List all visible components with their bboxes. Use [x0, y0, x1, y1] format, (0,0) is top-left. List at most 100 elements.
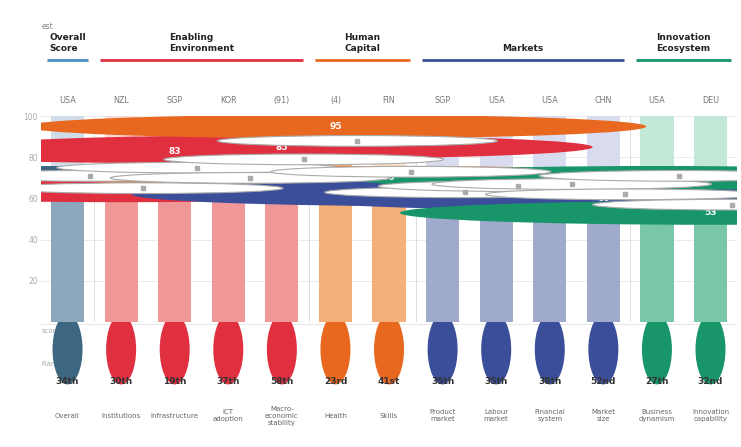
Text: 38th: 38th [538, 377, 562, 386]
Bar [319, 127, 352, 322]
Text: 35th: 35th [485, 377, 508, 386]
Text: 32nd: 32nd [698, 377, 723, 386]
Text: 62: 62 [436, 190, 449, 199]
Circle shape [24, 114, 646, 139]
Bar [373, 178, 405, 322]
Circle shape [185, 176, 741, 200]
Bar [51, 178, 84, 322]
Bar [694, 116, 727, 322]
Text: 70: 70 [383, 173, 395, 182]
Text: Market
size: Market size [591, 409, 615, 422]
Bar [212, 116, 245, 322]
Bar [212, 184, 245, 322]
Text: SGP: SGP [434, 96, 451, 105]
Text: 68: 68 [543, 177, 556, 186]
Text: Innovation
capability: Innovation capability [692, 409, 729, 422]
Text: 65: 65 [490, 184, 502, 193]
Text: Product
market: Product market [429, 409, 456, 422]
Bar [104, 190, 138, 322]
Circle shape [642, 314, 672, 384]
Text: 70: 70 [62, 173, 74, 182]
Text: 27th: 27th [645, 377, 668, 386]
Text: DEU: DEU [702, 96, 719, 105]
Circle shape [399, 201, 741, 225]
Text: score: score [41, 328, 61, 333]
Text: (4): (4) [330, 96, 341, 105]
Text: USA: USA [542, 96, 558, 105]
Text: 52nd: 52nd [591, 377, 616, 386]
Text: Infrastructure: Infrastructure [150, 413, 199, 419]
Text: CHN: CHN [595, 96, 612, 105]
Circle shape [379, 181, 658, 191]
Circle shape [239, 170, 741, 194]
Circle shape [57, 162, 336, 173]
Text: USA: USA [59, 96, 76, 105]
Bar [265, 147, 299, 322]
Text: KOR: KOR [220, 96, 236, 105]
Bar [534, 116, 566, 322]
Text: Skills: Skills [380, 413, 398, 419]
Circle shape [267, 314, 297, 384]
Circle shape [106, 314, 136, 384]
Text: 83: 83 [168, 147, 181, 156]
Text: USA: USA [648, 96, 665, 105]
Circle shape [132, 182, 741, 206]
Circle shape [110, 173, 390, 183]
Bar [694, 213, 727, 322]
Bar [104, 116, 138, 322]
Text: USA: USA [488, 96, 505, 105]
Text: FIN: FIN [382, 96, 396, 105]
Circle shape [539, 170, 741, 181]
Bar [158, 116, 191, 322]
Bar [426, 116, 459, 322]
Text: Health: Health [324, 413, 347, 419]
Text: Innovation
Ecosystem: Innovation Ecosystem [657, 33, 711, 53]
Text: 58th: 58th [270, 377, 293, 386]
Bar [158, 151, 191, 322]
Circle shape [160, 314, 190, 384]
Circle shape [374, 314, 404, 384]
Circle shape [0, 139, 485, 163]
Text: Business
dynamism: Business dynamism [639, 409, 675, 422]
Text: 37th: 37th [216, 377, 240, 386]
Circle shape [593, 199, 741, 210]
Circle shape [588, 314, 618, 384]
Circle shape [0, 178, 432, 202]
Text: 70: 70 [651, 173, 663, 182]
Circle shape [213, 314, 243, 384]
Text: Enabling
Environment: Enabling Environment [169, 33, 234, 53]
Text: 67: 67 [222, 180, 235, 189]
Bar [587, 198, 620, 322]
Text: (91): (91) [273, 96, 290, 105]
Circle shape [485, 189, 741, 200]
Circle shape [535, 314, 565, 384]
Text: Overall: Overall [55, 413, 80, 419]
Circle shape [271, 166, 551, 177]
Text: Rank /140: Rank /140 [41, 361, 77, 367]
Circle shape [293, 186, 741, 211]
Bar [640, 178, 674, 322]
Text: Financial
system: Financial system [534, 409, 565, 422]
Text: NZL: NZL [113, 96, 129, 105]
Circle shape [164, 154, 444, 165]
Text: Institutions: Institutions [102, 413, 141, 419]
Text: 60: 60 [597, 194, 610, 203]
Circle shape [79, 166, 700, 190]
Text: 23rd: 23rd [324, 377, 347, 386]
Text: 19th: 19th [163, 377, 187, 386]
Text: 30th: 30th [110, 377, 133, 386]
Circle shape [481, 314, 511, 384]
Circle shape [432, 179, 711, 190]
Circle shape [0, 135, 593, 159]
Bar [479, 188, 513, 322]
Text: 41st: 41st [378, 377, 400, 386]
Bar [319, 116, 352, 322]
Bar [534, 182, 566, 322]
Circle shape [325, 187, 605, 198]
Text: 64: 64 [115, 186, 127, 195]
Bar [587, 116, 620, 322]
Text: 35th: 35th [431, 377, 454, 386]
Text: 34th: 34th [56, 377, 79, 386]
Circle shape [0, 172, 539, 196]
Circle shape [0, 170, 230, 181]
